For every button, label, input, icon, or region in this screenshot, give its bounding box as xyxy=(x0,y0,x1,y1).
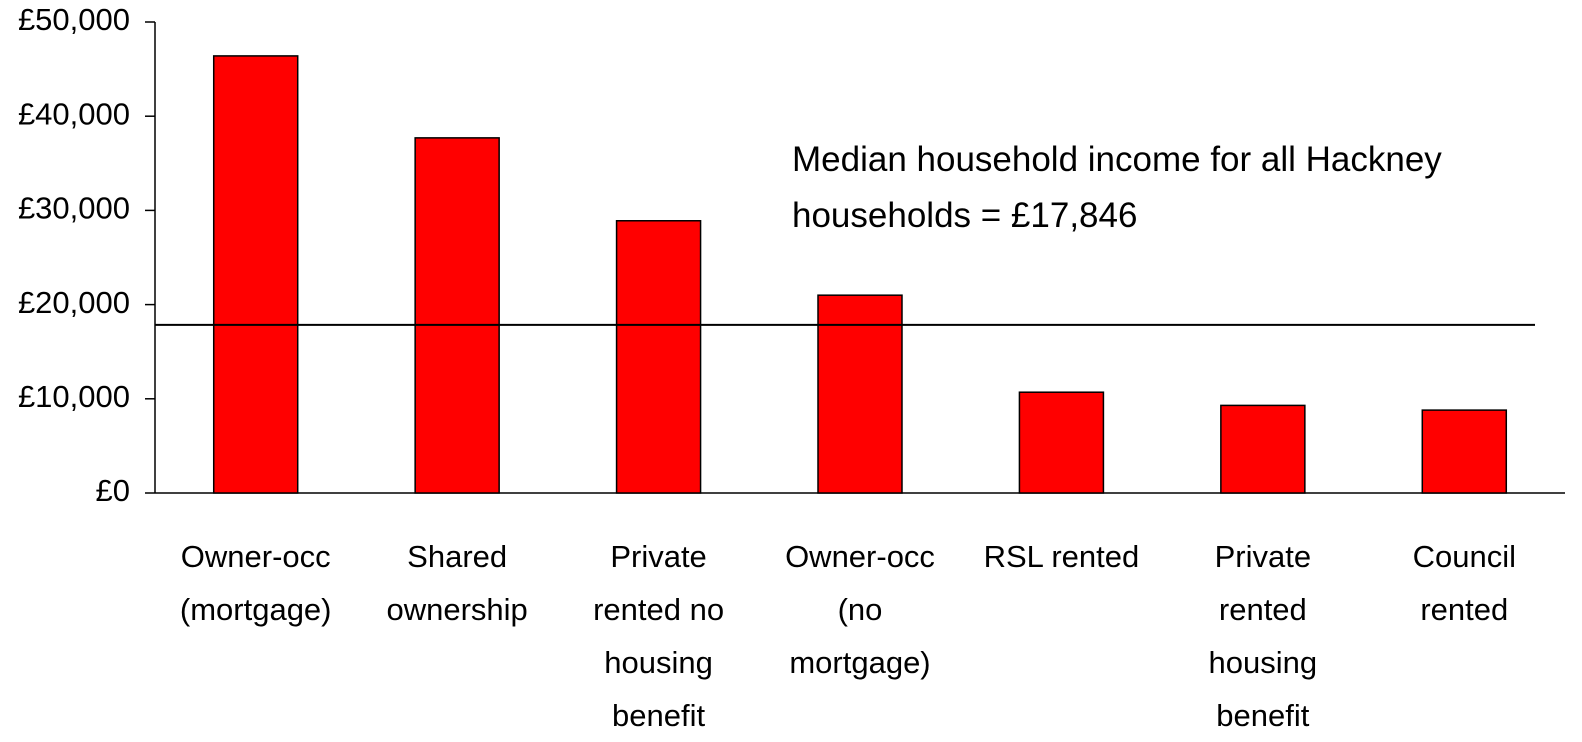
bar xyxy=(414,137,500,494)
x-tick-label: Private rented housing benefit xyxy=(1208,539,1318,733)
y-tick-label: £0 xyxy=(96,473,130,508)
x-tick-label: RSL rented xyxy=(983,539,1140,574)
annotation: Median household income for all Hackney … xyxy=(792,140,1442,235)
bar xyxy=(817,294,903,494)
bar xyxy=(1018,391,1105,494)
x-tick-label: Private rented no housing benefit xyxy=(593,539,725,733)
y-tick-label: £10,000 xyxy=(18,379,130,414)
bar xyxy=(1220,404,1306,494)
y-tick-label: £40,000 xyxy=(18,96,130,131)
x-tick-label: Owner-occ (no mortgage) xyxy=(785,539,935,680)
bar xyxy=(1421,409,1508,494)
x-tick-label: Owner-occ (mortgage) xyxy=(179,539,332,627)
x-tick-label: Council rented xyxy=(1412,539,1516,627)
y-tick-label: £20,000 xyxy=(18,285,130,320)
y-tick-label: £30,000 xyxy=(18,191,130,226)
bar xyxy=(212,55,299,494)
bar xyxy=(615,220,702,494)
y-tick-label: £50,000 xyxy=(18,2,130,37)
x-tick-label: Shared ownership xyxy=(386,539,528,627)
